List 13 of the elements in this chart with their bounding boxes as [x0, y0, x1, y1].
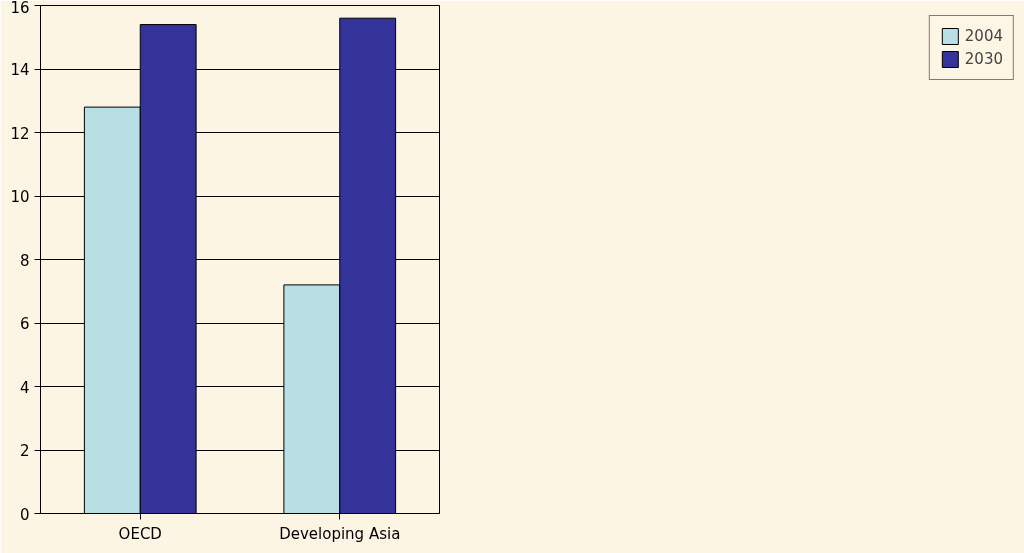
y-tick-label: 10 [10, 188, 30, 206]
y-tick-label: 0 [19, 505, 30, 524]
y-tick-label: 8 [19, 251, 30, 270]
x-tick-label: OECD [118, 524, 162, 543]
x-tick-label: Developing Asia [279, 524, 401, 543]
y-tick-label: 16 [10, 0, 30, 17]
y-tick-label: 2 [19, 442, 30, 460]
y-tick-label: 12 [10, 124, 30, 143]
legend-label: 2030 [964, 50, 1003, 68]
y-tick-label: 4 [19, 378, 30, 397]
y-tick-label: 6 [19, 315, 30, 333]
legend-label: 2004 [964, 27, 1003, 45]
y-tick-label: 14 [10, 61, 30, 79]
